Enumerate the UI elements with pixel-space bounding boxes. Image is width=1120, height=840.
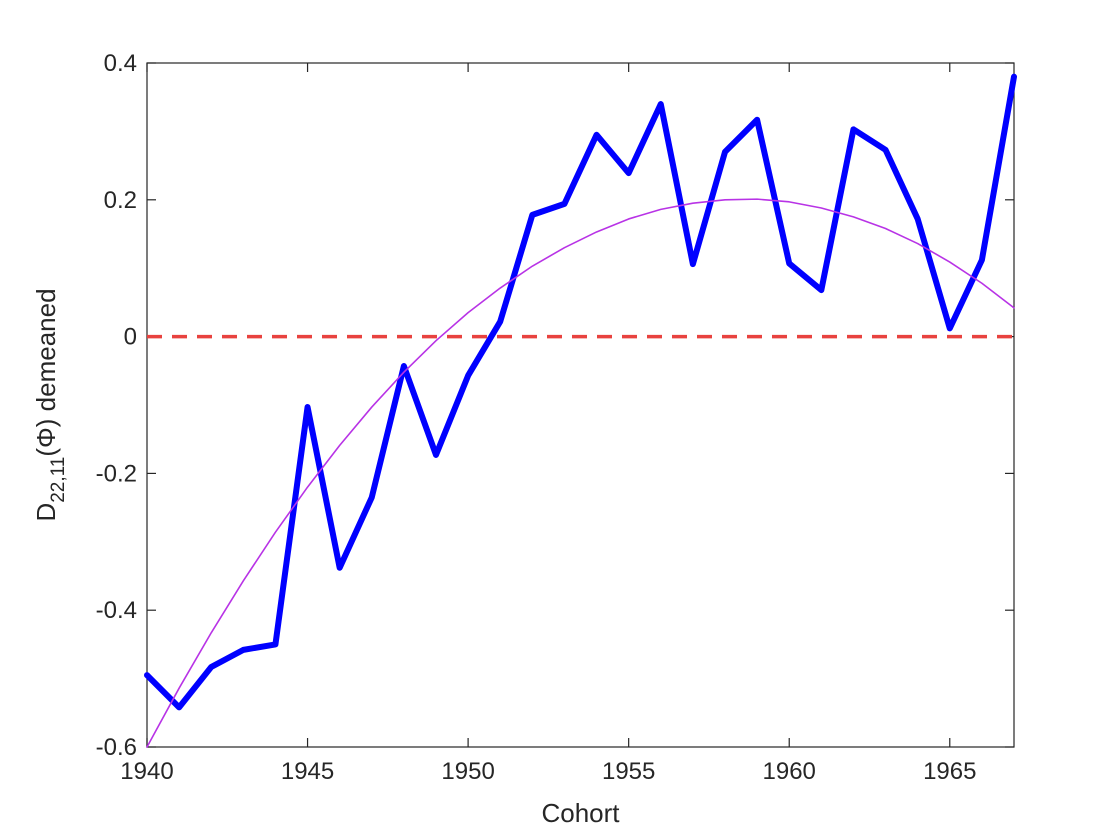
x-tick-label: 1955 xyxy=(602,758,655,785)
y-tick-label: -0.2 xyxy=(96,460,137,487)
y-axis-title-subscript: 22,11 xyxy=(48,457,69,503)
y-tick-label: 0.4 xyxy=(104,50,137,77)
y-axis-title-rest: (Φ) demeaned xyxy=(31,288,61,456)
x-axis-title: Cohort xyxy=(541,798,620,828)
x-tick-label: 1940 xyxy=(120,758,173,785)
y-axis-title-base: D xyxy=(31,503,61,522)
y-axis-title: D22,11(Φ) demeaned xyxy=(31,288,69,521)
x-tick-label: 1950 xyxy=(441,758,494,785)
x-tick-label: 1945 xyxy=(281,758,334,785)
y-tick-label: 0.2 xyxy=(104,187,137,214)
x-tick-label: 1960 xyxy=(763,758,816,785)
y-tick-label: 0 xyxy=(124,324,137,351)
x-tick-label: 1965 xyxy=(923,758,976,785)
y-tick-label: -0.4 xyxy=(96,597,137,624)
y-tick-label: -0.6 xyxy=(96,734,137,761)
